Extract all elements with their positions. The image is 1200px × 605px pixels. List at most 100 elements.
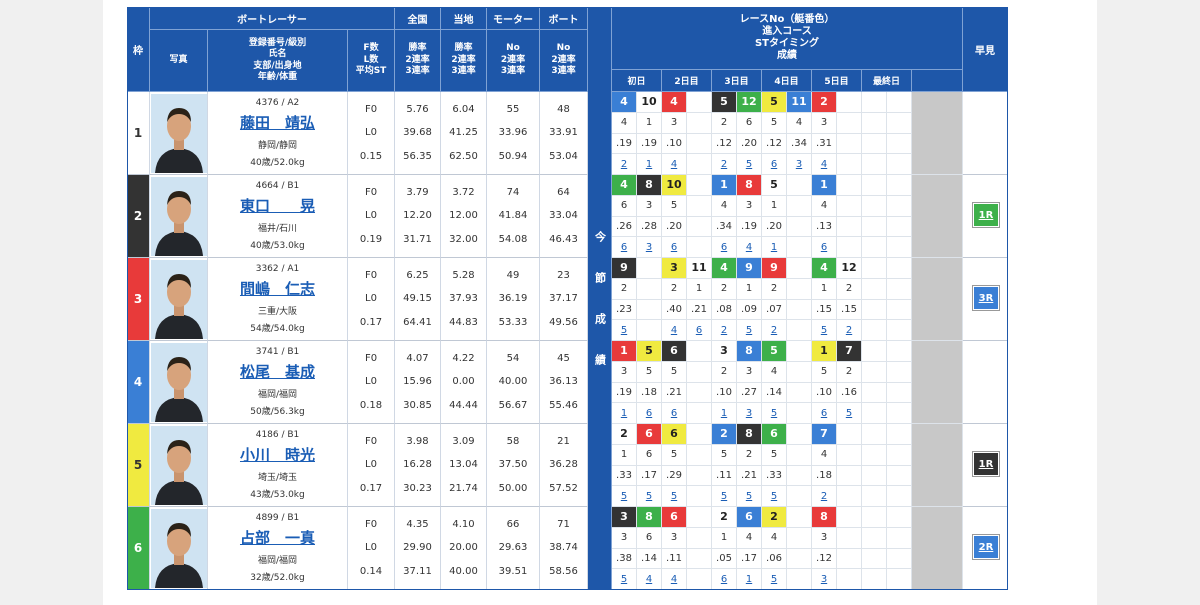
result-empty (837, 216, 862, 238)
result-empty (837, 195, 862, 217)
result-result[interactable]: 6 (712, 237, 737, 258)
photo (150, 341, 208, 424)
result-result[interactable]: 3 (637, 237, 662, 258)
racer-branch: 埼玉/埼玉 (257, 472, 298, 483)
result-course: 1 (612, 444, 637, 466)
stat-value: 57.52 (549, 482, 578, 494)
result-result[interactable]: 5 (612, 320, 637, 341)
result-course: 4 (762, 527, 787, 549)
result-result[interactable]: 4 (637, 569, 662, 590)
result-race: 3 (612, 507, 637, 528)
result-st: .21 (662, 382, 687, 404)
result-race: 4 (812, 258, 837, 279)
racer-name[interactable]: 東口 晃 (239, 197, 315, 216)
result-result[interactable]: 6 (637, 403, 662, 424)
result-result[interactable]: 5 (662, 486, 687, 507)
result-result[interactable]: 5 (737, 154, 762, 175)
stat-value: 62.50 (449, 150, 478, 162)
result-result[interactable]: 1 (737, 569, 762, 590)
result-result[interactable]: 5 (712, 486, 737, 507)
stat-value: 37.93 (449, 293, 478, 305)
stat-value: 49.56 (549, 316, 578, 328)
result-result[interactable]: 1 (612, 403, 637, 424)
stat-value: 36.28 (549, 459, 578, 471)
result-result[interactable]: 3 (812, 569, 837, 590)
racer-age-weight: 40歳/53.0kg (250, 240, 305, 251)
result-empty (862, 216, 887, 238)
result-result[interactable]: 4 (812, 154, 837, 175)
fl-value: 0.19 (359, 233, 383, 245)
result-empty (837, 112, 862, 134)
result-result[interactable]: 4 (737, 237, 762, 258)
result-result[interactable]: 4 (662, 569, 687, 590)
result-result[interactable]: 6 (612, 237, 637, 258)
racer-name[interactable]: 小川 時光 (239, 446, 315, 465)
results-title-line: 成績 (777, 50, 797, 61)
hayami-button[interactable]: 3R (972, 285, 1000, 311)
fl-label: L数 (363, 54, 379, 65)
stat-cell: 55 33.96 50.94 (487, 92, 540, 175)
racer-name[interactable]: 松尾 基成 (239, 363, 315, 382)
result-result[interactable]: 6 (662, 237, 687, 258)
result-result[interactable]: 5 (837, 403, 862, 424)
result-result[interactable]: 2 (762, 320, 787, 341)
result-race: 9 (762, 258, 787, 279)
result-st: .10 (812, 382, 837, 404)
result-result[interactable]: 3 (787, 154, 812, 175)
racer-age-weight: 54歳/54.0kg (250, 323, 305, 334)
result-result[interactable]: 2 (712, 154, 737, 175)
result-race: 7 (837, 341, 862, 362)
result-result[interactable]: 2 (612, 154, 637, 175)
result-empty (837, 154, 862, 175)
result-result[interactable]: 6 (662, 403, 687, 424)
hayami-button[interactable]: 1R (972, 202, 1000, 228)
result-st: .15 (812, 299, 837, 321)
waku-cell: 6 (127, 507, 150, 590)
result-result[interactable]: 4 (662, 154, 687, 175)
result-result[interactable]: 1 (637, 154, 662, 175)
result-result[interactable]: 3 (737, 403, 762, 424)
result-course: 4 (812, 444, 837, 466)
result-st: .07 (762, 299, 787, 321)
stat-value: 55 (506, 104, 520, 116)
result-result[interactable]: 5 (612, 486, 637, 507)
result-result[interactable]: 6 (812, 237, 837, 258)
result-result[interactable]: 6 (762, 154, 787, 175)
result-result[interactable]: 6 (712, 569, 737, 590)
hayami-button[interactable]: 1R (972, 451, 1000, 477)
result-empty (787, 278, 812, 300)
result-result[interactable]: 6 (812, 403, 837, 424)
result-result[interactable]: 6 (687, 320, 712, 341)
result-result[interactable]: 2 (812, 486, 837, 507)
result-result[interactable]: 4 (662, 320, 687, 341)
hayami-cell (963, 92, 1008, 175)
result-st: .19 (737, 216, 762, 238)
result-st: .10 (662, 133, 687, 155)
stat-value: 48 (557, 104, 570, 116)
result-result[interactable]: 2 (712, 320, 737, 341)
racer-name[interactable]: 間嶋 仁志 (239, 280, 315, 299)
result-empty (787, 548, 812, 570)
result-result[interactable]: 5 (737, 486, 762, 507)
result-result[interactable]: 5 (737, 320, 762, 341)
result-result[interactable]: 5 (812, 320, 837, 341)
result-result[interactable]: 1 (762, 237, 787, 258)
result-st: .11 (712, 465, 737, 487)
stat-value: 44.83 (449, 316, 478, 328)
hayami-button[interactable]: 2R (972, 534, 1000, 560)
result-result[interactable]: 2 (837, 320, 862, 341)
result-result[interactable]: 1 (712, 403, 737, 424)
fl-cell: F0 L0 0.17 (348, 424, 395, 507)
result-course: 1 (637, 112, 662, 134)
racer-name[interactable]: 占部 一真 (239, 529, 315, 548)
blank-column (912, 258, 963, 341)
result-result[interactable]: 5 (762, 403, 787, 424)
stat-cell: 71 38.74 58.56 (540, 507, 588, 590)
racer-branch: 福井/石川 (257, 223, 298, 234)
result-result[interactable]: 5 (762, 486, 787, 507)
result-result[interactable]: 5 (637, 486, 662, 507)
result-result[interactable]: 5 (612, 569, 637, 590)
result-course: 1 (712, 527, 737, 549)
racer-name[interactable]: 藤田 靖弘 (239, 114, 315, 133)
result-result[interactable]: 5 (762, 569, 787, 590)
